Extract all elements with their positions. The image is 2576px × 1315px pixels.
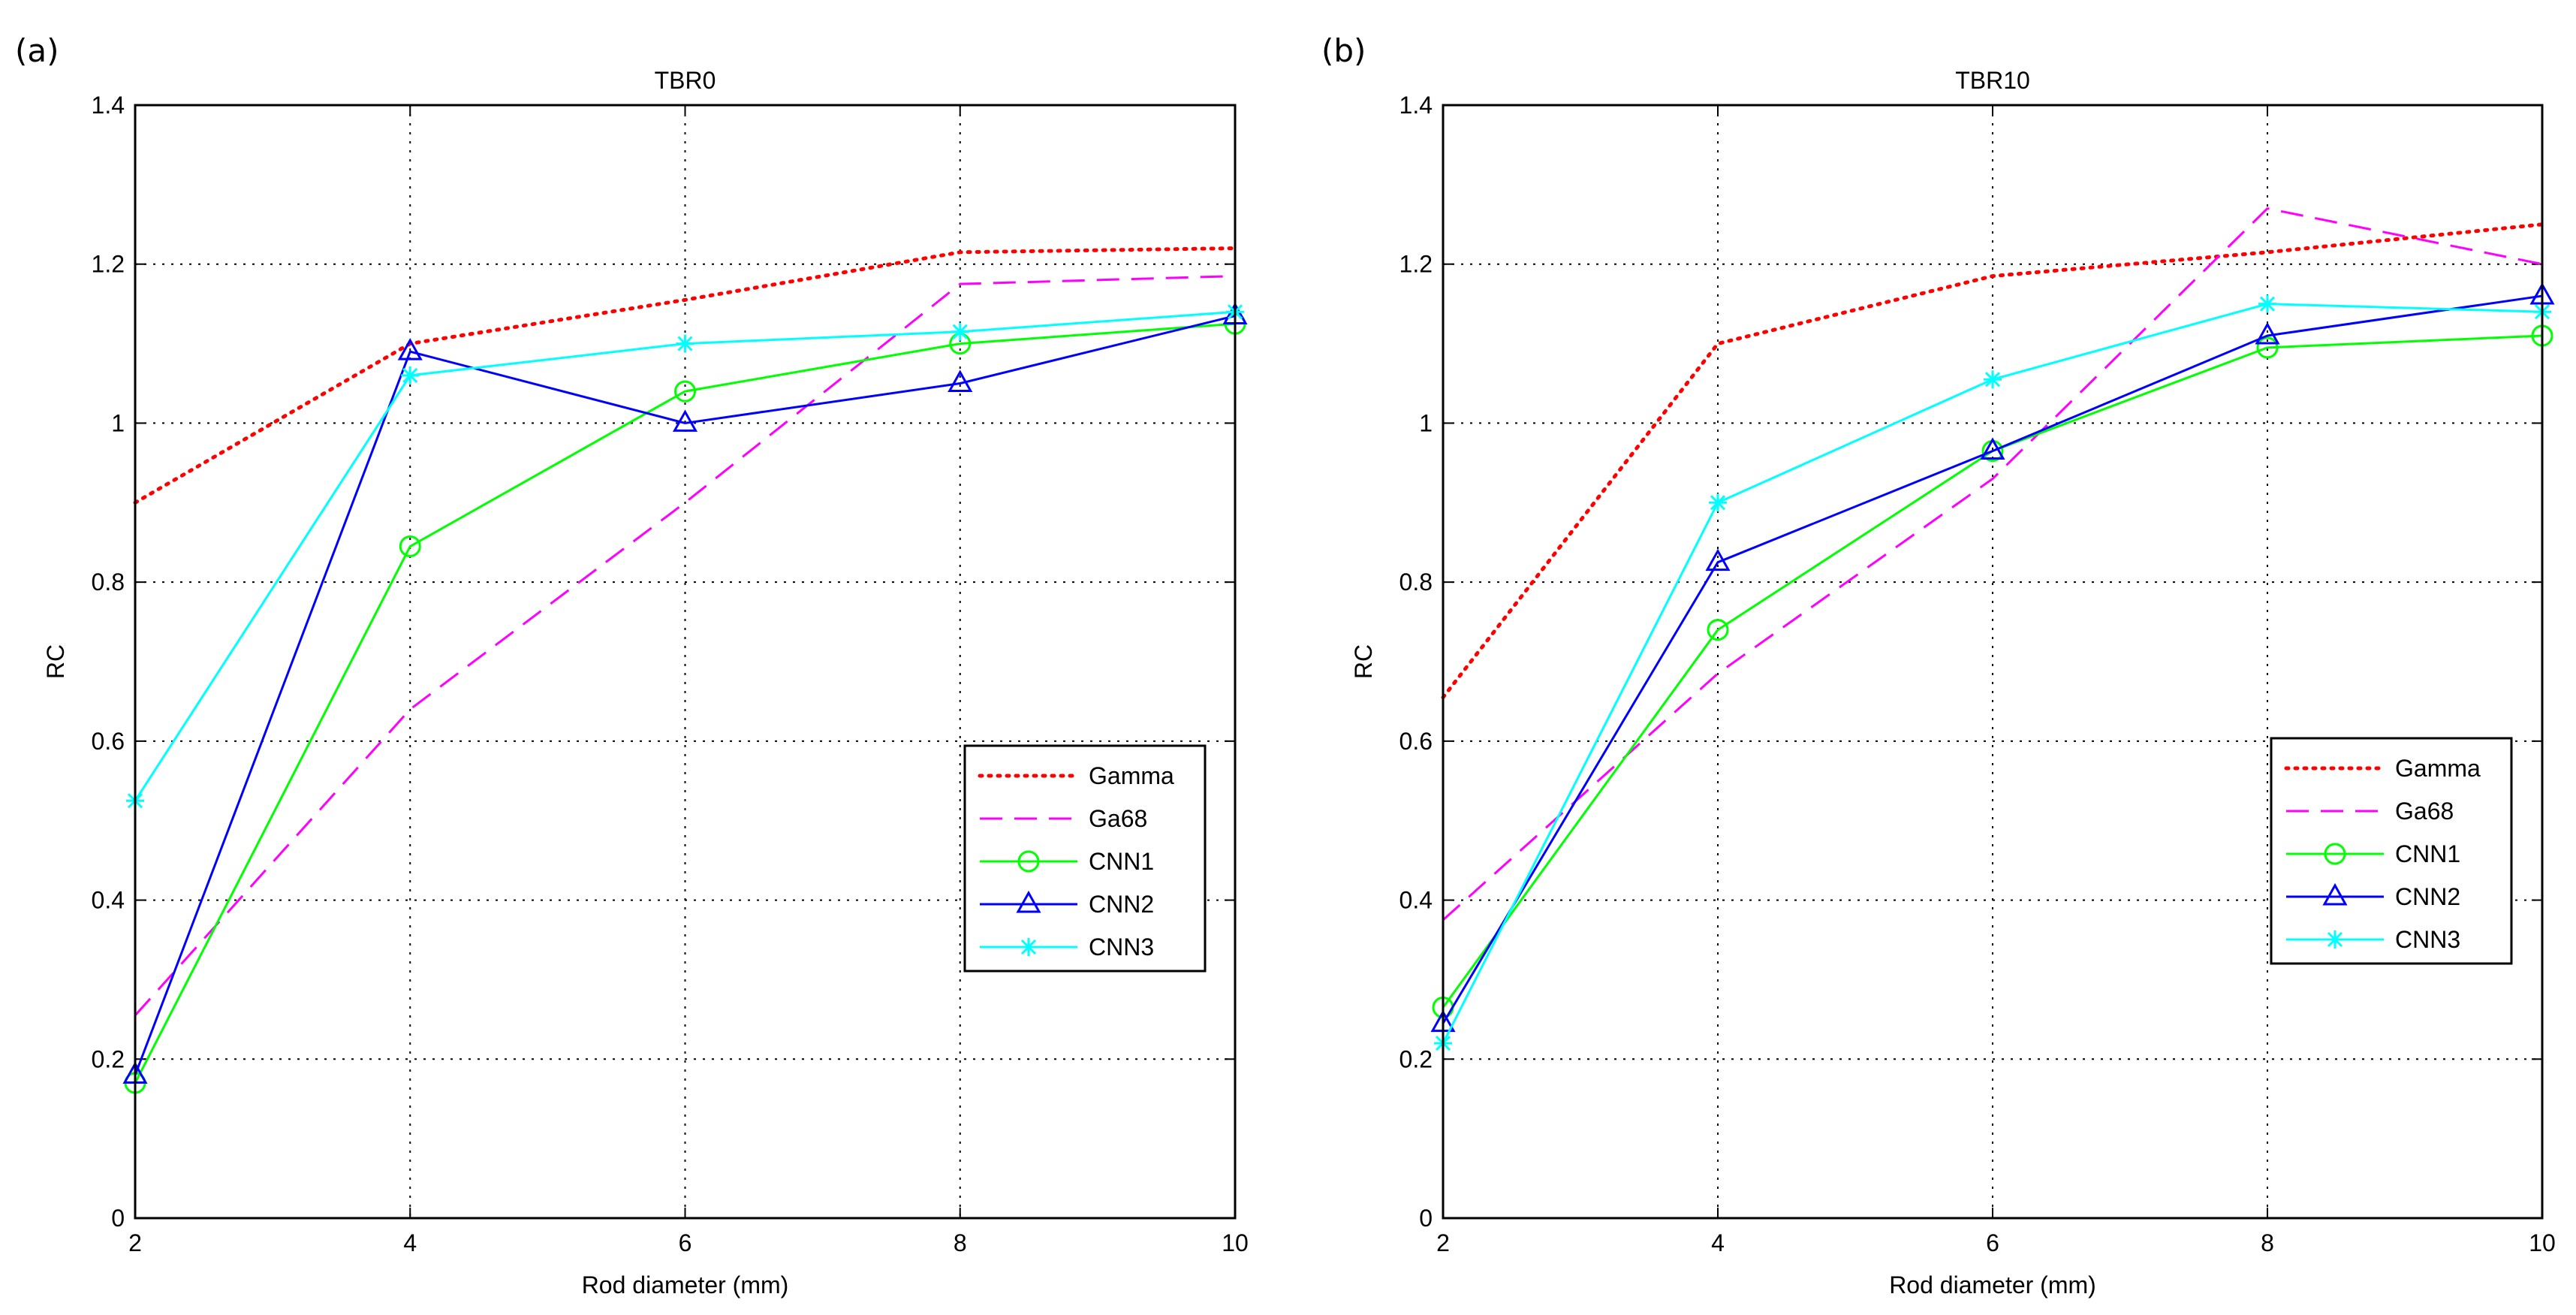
- plot-area: [135, 105, 1235, 1218]
- x-axis-label: Rod diameter (mm): [1889, 1271, 2096, 1298]
- legend-marker-cnn2: [2322, 882, 2348, 906]
- y-axis-label: RC: [1350, 644, 1377, 679]
- data-point-cnn2: [672, 409, 698, 432]
- data-point-cnn2: [948, 369, 973, 392]
- data-point-cnn1: [399, 535, 421, 558]
- series-line-gamma: [133, 246, 1237, 505]
- y-tick-label: 0.4: [1399, 887, 1433, 914]
- data-point-cnn3: [1984, 370, 2002, 389]
- legend-label-cnn3: CNN3: [2395, 926, 2460, 953]
- data-point-cnn3: [2258, 294, 2276, 313]
- y-tick-label: 0.2: [92, 1045, 125, 1072]
- data-point-cnn3: [1709, 493, 1727, 512]
- x-tick-label: 8: [2261, 1229, 2274, 1256]
- legend-marker-cnn1: [1017, 850, 1040, 873]
- plot-area: [1443, 105, 2542, 1218]
- x-tick-label: 4: [1711, 1229, 1725, 1256]
- chart-title: TBR10: [1955, 67, 2030, 94]
- legend-label-gamma: Gamma: [2395, 755, 2481, 782]
- y-tick-label: 1.2: [1399, 251, 1433, 278]
- y-tick-label: 1: [111, 409, 125, 436]
- legend: Gamma Ga68 CNN1 CNN2 CNN3: [2270, 737, 2513, 965]
- y-tick-label: 0.8: [92, 569, 125, 596]
- y-tick-label: 1: [1419, 409, 1433, 436]
- y-tick-label: 1.4: [1399, 92, 1433, 119]
- data-point-cnn2: [1980, 437, 2005, 460]
- data-point-cnn2: [1705, 548, 1731, 572]
- chart-panel-a: (a) TBR0 2 4 6 8 10 0 0.2 0.4 0.6 0.8 1 1.2 1.4 Rod dia…: [15, 32, 1249, 1298]
- data-point-cnn3: [401, 366, 420, 385]
- legend: Gamma Ga68 CNN1 CNN2 CNN3: [963, 744, 1207, 973]
- x-tick-label: 2: [128, 1229, 142, 1256]
- x-tick-label: 10: [2529, 1229, 2556, 1256]
- data-point-cnn3: [951, 322, 969, 341]
- legend-box: [963, 744, 1207, 973]
- x-tick-label: 6: [1986, 1229, 1999, 1256]
- y-tick-label: 1.2: [92, 251, 125, 278]
- y-tick-label: 0: [1419, 1205, 1433, 1232]
- series-line-cnn2: [1442, 294, 2543, 1024]
- legend-label-ga68: Ga68: [2395, 798, 2454, 825]
- data-point-cnn1: [1707, 619, 1729, 641]
- series-line-cnn1: [134, 322, 1236, 1084]
- legend-label-cnn3: CNN3: [1089, 933, 1154, 961]
- x-tick-label: 10: [1222, 1229, 1249, 1256]
- series-line-gamma: [1441, 222, 2544, 700]
- chart-panel-b: (b) TBR10 2 4 6 8 10 0 0.2 0.4 0.6 0.8 1 1.2 1.4 Rod di…: [1321, 32, 2556, 1298]
- legend-label-ga68: Ga68: [1089, 805, 1147, 832]
- y-tick-label: 0.6: [1399, 728, 1433, 755]
- y-tick-label: 1.4: [92, 92, 125, 119]
- legend-marker-cnn2: [1016, 890, 1041, 913]
- panel-label: (b): [1321, 32, 1366, 69]
- x-tick-label: 6: [679, 1229, 692, 1256]
- legend-label-cnn2: CNN2: [2395, 883, 2460, 910]
- plot-frame: [134, 104, 1237, 1220]
- x-tick-label: 4: [403, 1229, 417, 1256]
- legend-label-cnn1: CNN1: [2395, 840, 2460, 867]
- x-tick-label: 2: [1436, 1229, 1450, 1256]
- data-point-cnn2: [2255, 321, 2280, 345]
- legend-label-cnn2: CNN2: [1089, 891, 1154, 918]
- data-point-cnn1: [674, 380, 696, 403]
- y-axis-label: RC: [42, 644, 69, 679]
- y-tick-label: 0.6: [92, 728, 125, 755]
- data-point-cnn1: [2256, 336, 2279, 359]
- y-tick-label: 0.4: [92, 887, 125, 914]
- chart-title: TBR0: [655, 67, 716, 94]
- data-point-cnn3: [676, 334, 694, 353]
- legend-marker-cnn3: [1020, 938, 1038, 956]
- data-point-cnn2: [397, 338, 423, 360]
- legend-box: [2270, 737, 2513, 965]
- y-tick-label: 0.2: [1399, 1045, 1433, 1072]
- legend-label-cnn1: CNN1: [1089, 848, 1154, 875]
- plot-frame: [1442, 104, 2544, 1220]
- panel-label: (a): [15, 32, 59, 69]
- x-tick-label: 8: [954, 1229, 967, 1256]
- legend-marker-cnn1: [2324, 843, 2346, 865]
- x-axis-label: Rod diameter (mm): [582, 1271, 789, 1298]
- series-gamma: [1441, 222, 2544, 700]
- y-tick-label: 0: [111, 1205, 125, 1232]
- legend-label-gamma: Gamma: [1089, 762, 1174, 789]
- series-line-cnn2: [134, 315, 1236, 1075]
- legend-marker-cnn3: [2326, 930, 2344, 949]
- series-gamma: [133, 246, 1237, 505]
- y-tick-label: 0.8: [1399, 569, 1433, 596]
